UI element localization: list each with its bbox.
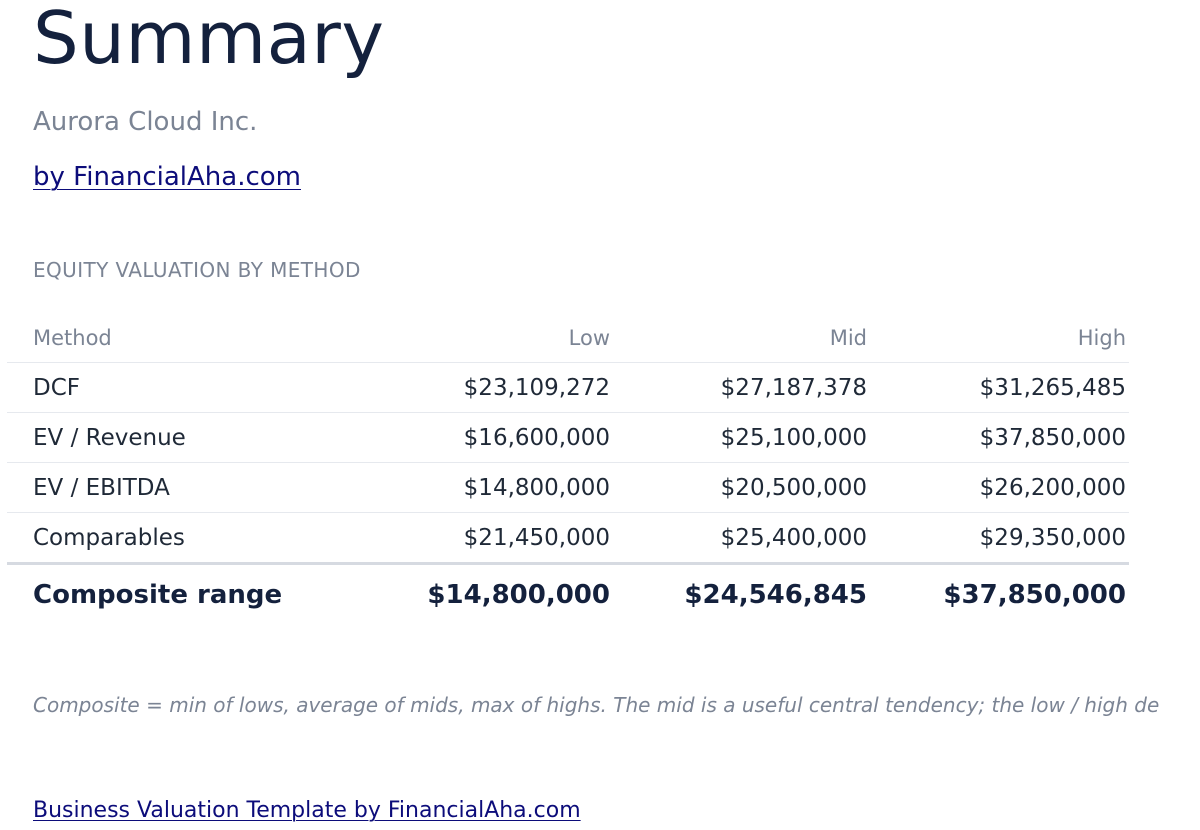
composite-range-row: Composite range $14,800,000 $24,546,845 … <box>7 564 1129 626</box>
low-cell: $23,109,272 <box>353 362 613 413</box>
composite-footnote: Composite = min of lows, average of mids… <box>33 693 1160 717</box>
table-row-ev-ebitda: EV / EBITDA $14,800,000 $20,500,000 $26,… <box>7 462 1129 513</box>
method-cell: EV / EBITDA <box>7 462 353 513</box>
method-cell: DCF <box>7 362 353 413</box>
composite-low: $14,800,000 <box>427 580 610 610</box>
company-name: Aurora Cloud Inc. <box>33 107 258 137</box>
high-cell: $29,350,000 <box>870 512 1129 565</box>
high-cell: $26,200,000 <box>870 462 1129 513</box>
high-cell: $31,265,485 <box>870 362 1129 413</box>
mid-cell: $25,400,000 <box>613 512 870 565</box>
mid-cell: $25,100,000 <box>613 412 870 463</box>
composite-label: Composite range <box>33 580 283 610</box>
high-cell: $37,850,000 <box>870 412 1129 463</box>
column-header-mid: Mid <box>613 313 870 363</box>
composite-mid: $24,546,845 <box>684 580 867 610</box>
column-header-method: Method <box>7 313 353 363</box>
valuation-table: Method Low Mid High DCF $23,109,272 $27,… <box>7 313 1129 625</box>
byline-link[interactable]: by FinancialAha.com <box>33 162 301 192</box>
table-row-dcf: DCF $23,109,272 $27,187,378 $31,265,485 <box>7 362 1129 413</box>
valuation-table-container: Method Low Mid High DCF $23,109,272 $27,… <box>7 313 1129 625</box>
low-cell: $16,600,000 <box>353 412 613 463</box>
column-header-high: High <box>870 313 1129 363</box>
page-title: Summary <box>33 0 385 80</box>
low-cell: $21,450,000 <box>353 512 613 565</box>
low-cell: $14,800,000 <box>353 462 613 513</box>
column-header-low: Low <box>353 313 613 363</box>
table-header-row: Method Low Mid High <box>7 313 1129 363</box>
composite-high: $37,850,000 <box>943 580 1126 610</box>
mid-cell: $20,500,000 <box>613 462 870 513</box>
table-row-comparables: Comparables $21,450,000 $25,400,000 $29,… <box>7 512 1129 565</box>
method-cell: Comparables <box>7 512 353 565</box>
mid-cell: $27,187,378 <box>613 362 870 413</box>
method-cell: EV / Revenue <box>7 412 353 463</box>
section-heading: EQUITY VALUATION BY METHOD <box>33 258 361 282</box>
table-row-ev-revenue: EV / Revenue $16,600,000 $25,100,000 $37… <box>7 412 1129 463</box>
footer-template-link[interactable]: Business Valuation Template by Financial… <box>33 798 581 823</box>
